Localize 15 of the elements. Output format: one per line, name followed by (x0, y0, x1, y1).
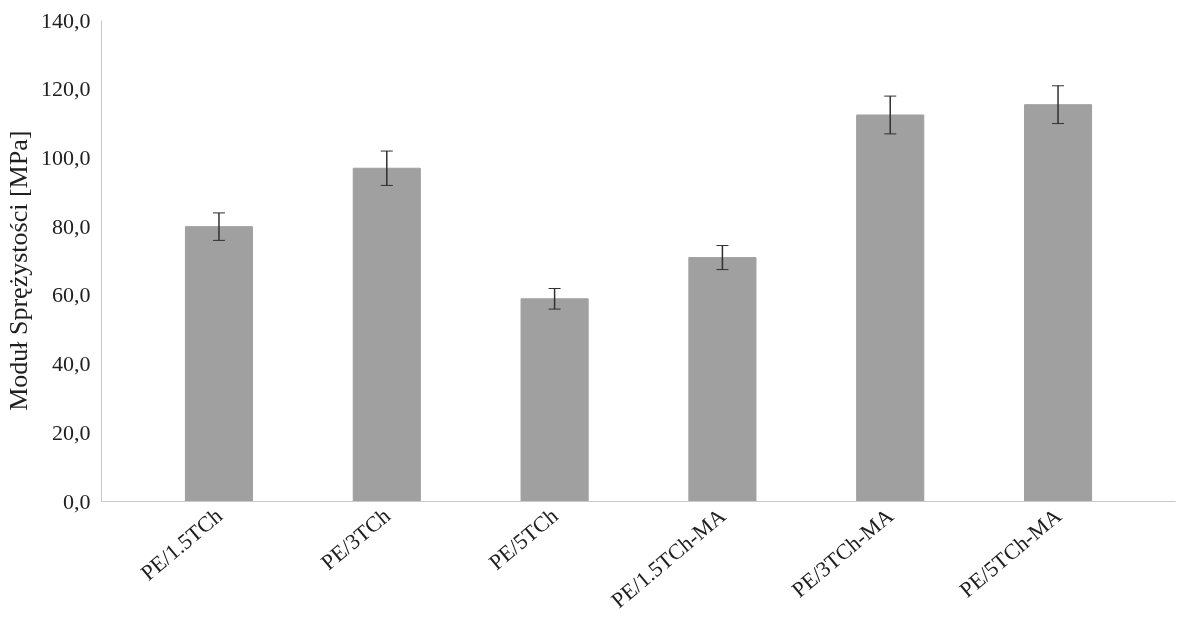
bar (184, 226, 254, 502)
y-tick-label: 40,0 (52, 351, 91, 377)
bar (856, 114, 925, 502)
bar (352, 167, 421, 502)
bar (520, 298, 589, 502)
y-axis-title: Moduł Sprężystości [MPa] (4, 130, 33, 411)
y-tick-label: 80,0 (52, 213, 91, 239)
bar (688, 257, 757, 502)
y-tick-label: 140,0 (41, 7, 91, 33)
y-tick-label: 20,0 (52, 419, 91, 445)
y-tick-label: 120,0 (41, 76, 91, 102)
y-tick-label: 60,0 (52, 282, 91, 308)
y-tick-label: 100,0 (41, 144, 91, 170)
y-tick-label: 0,0 (63, 488, 91, 514)
bar (1023, 104, 1093, 502)
